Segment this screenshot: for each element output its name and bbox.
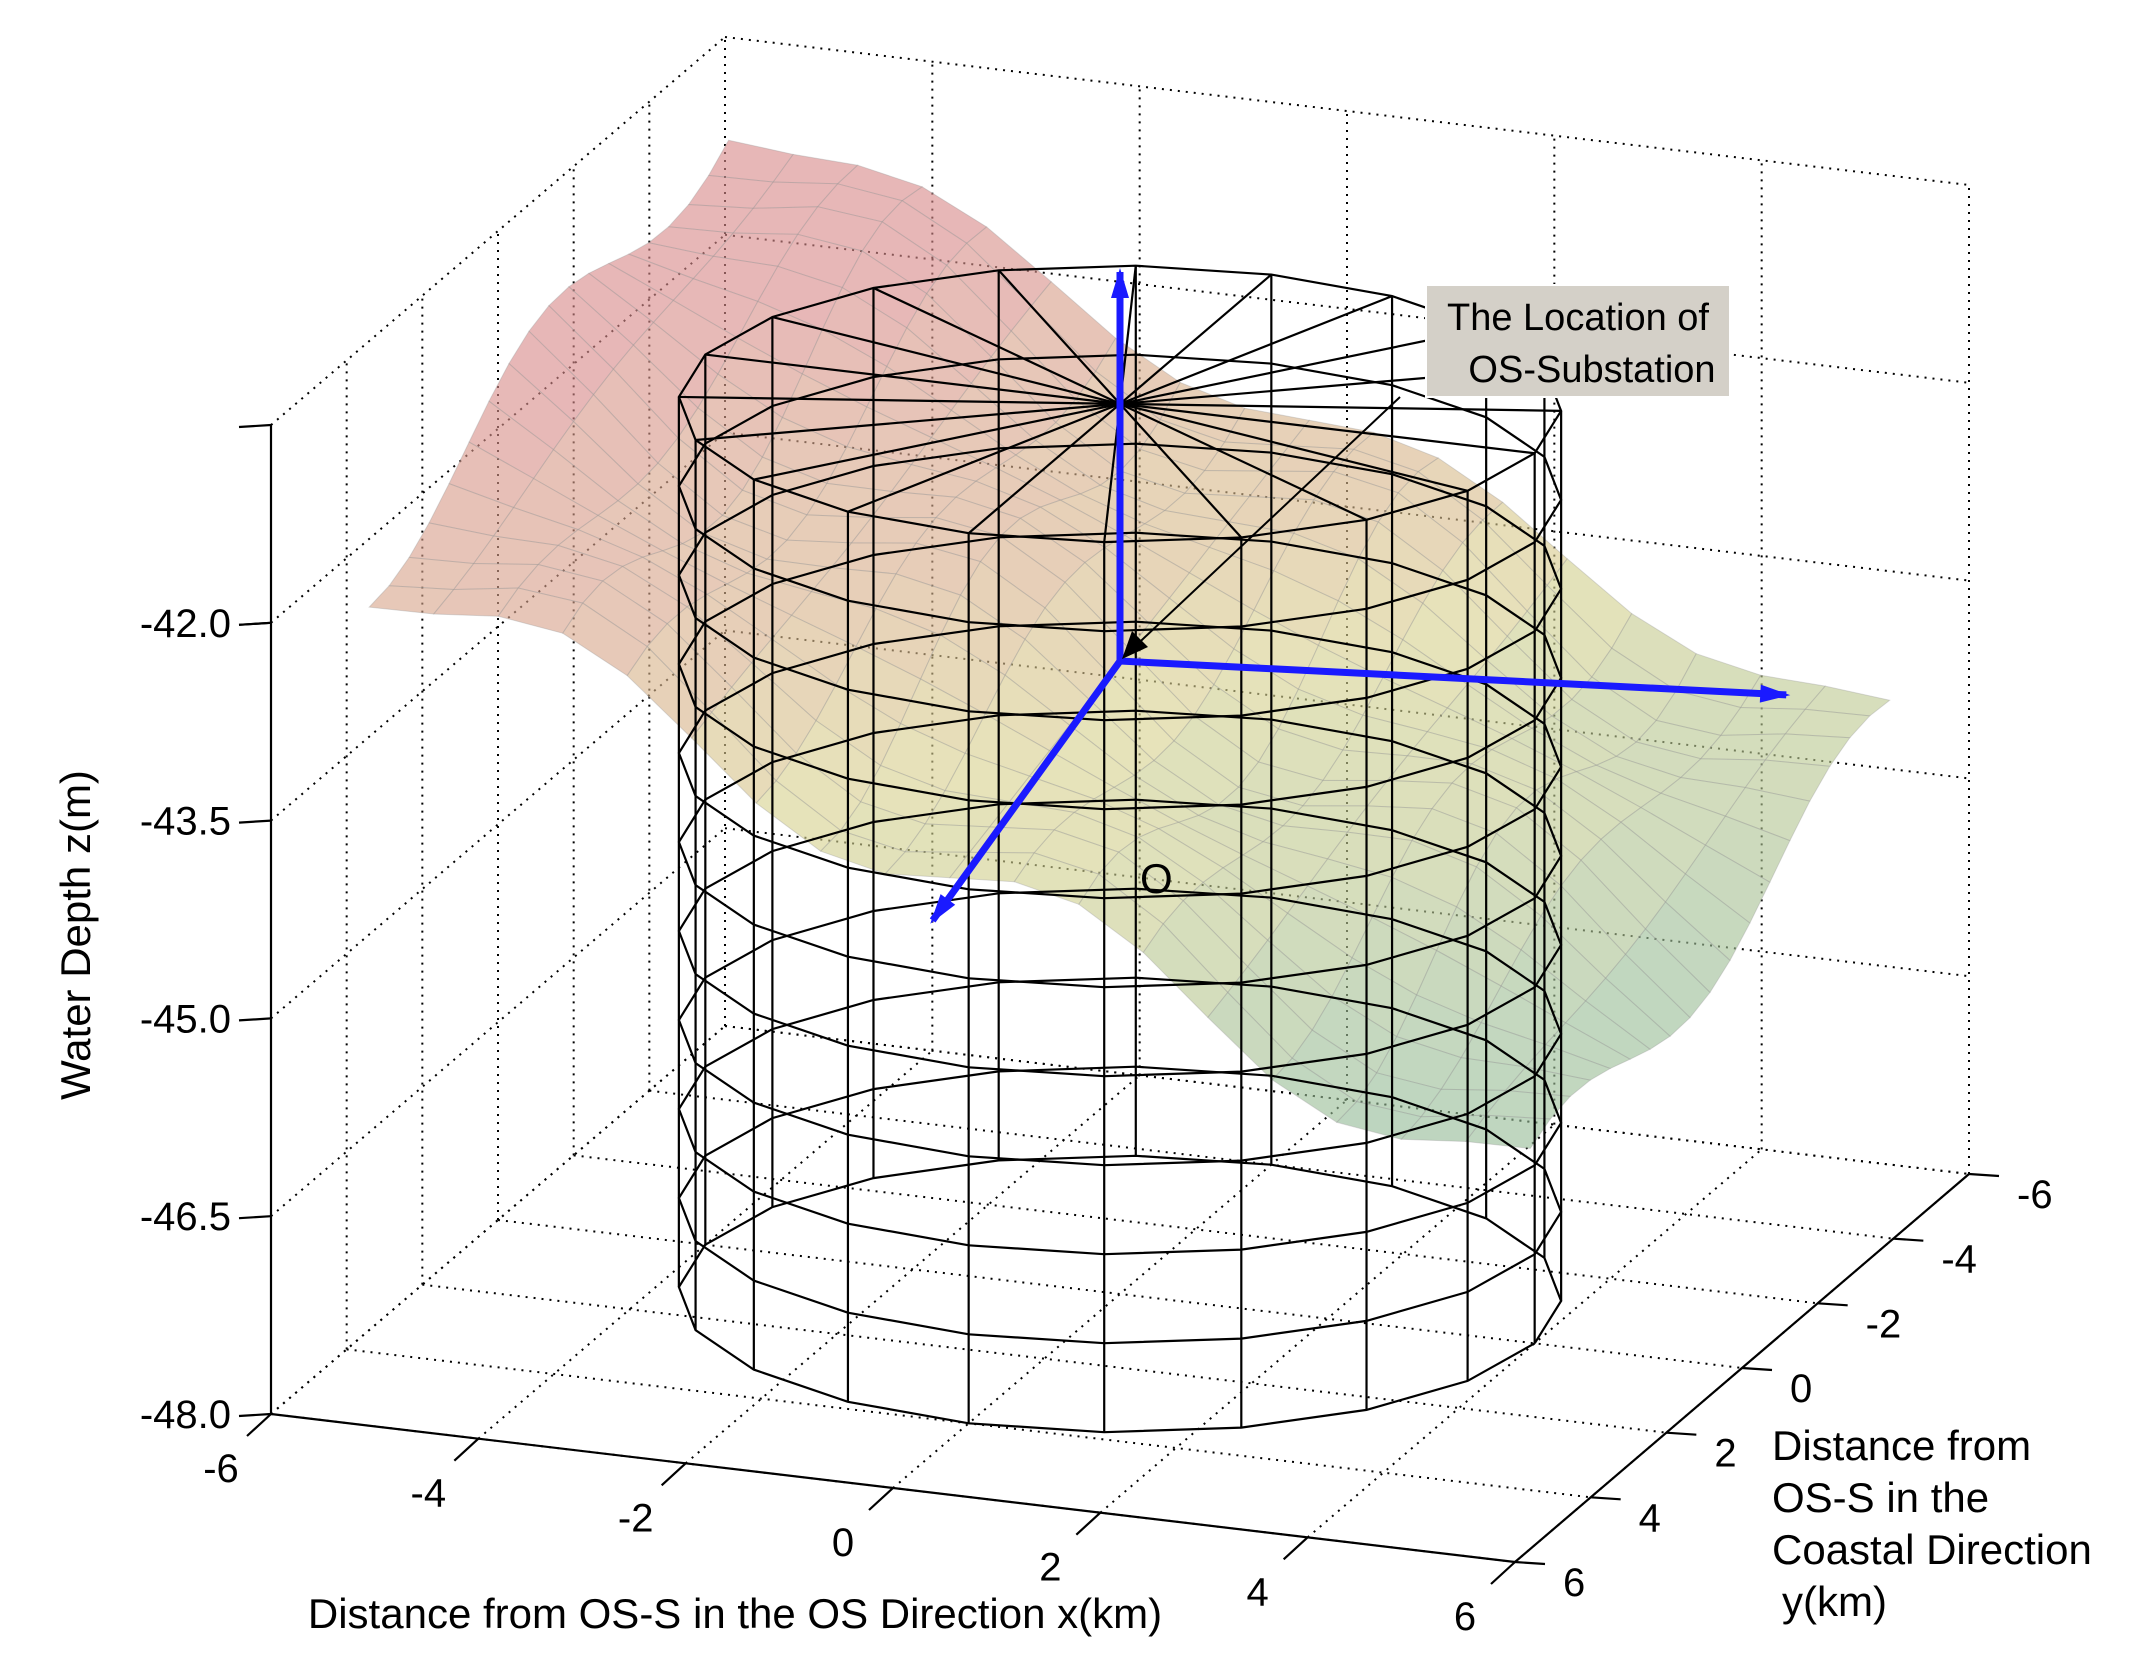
z-tick-label: -46.5 [140, 1195, 231, 1239]
cylinder-spoke [1119, 295, 1393, 405]
x-arrow [1119, 657, 1787, 699]
cylinder-wireframe [677, 264, 1563, 1434]
x-tick-label: -4 [411, 1472, 447, 1516]
z-tick-label: -43.5 [140, 800, 231, 844]
z-axis-label: Water Depth z(m) [52, 770, 99, 1100]
x-tick [246, 1413, 272, 1437]
axes: -42.0-43.5-45.0-46.5-48.0-6-4-20246-6-4-… [140, 423, 2053, 1639]
z-tick [238, 423, 272, 429]
grid-line [649, 1089, 1894, 1240]
grid-line [892, 1099, 1348, 1489]
x-tick [1282, 1536, 1309, 1561]
z-arrow-head [1111, 268, 1129, 298]
y-tick-label: 2 [1714, 1432, 1736, 1476]
cylinder-spoke [772, 315, 1121, 405]
grid-line [497, 1219, 1743, 1369]
y-tick-label: -4 [1941, 1238, 1977, 1282]
grid-line [270, 36, 726, 426]
x-tick [660, 1462, 687, 1487]
grid-line [422, 1283, 1667, 1434]
y-tick [1590, 1496, 1621, 1501]
annotation-arrowhead [1122, 631, 1148, 659]
cylinder-spoke [847, 402, 1121, 513]
grid-line [724, 36, 1970, 186]
z-tick [238, 1412, 272, 1418]
y-tick [1893, 1237, 1924, 1242]
z-tick [238, 819, 272, 824]
y-axis-label: Distance from OS-S in the Coastal Direct… [1772, 1422, 2092, 1625]
cylinder-spoke [678, 395, 1121, 405]
z-tick-label: -45.0 [140, 997, 231, 1041]
y-axis-label-line-3: Coastal Direction [1772, 1526, 2092, 1573]
cylinder-spoke [1119, 273, 1273, 405]
grid-line [270, 827, 726, 1217]
cylinder-spoke [753, 402, 1121, 481]
y-tick-label: 4 [1639, 1496, 1661, 1540]
bathymetry-surface [368, 139, 1891, 1149]
cylinder-ring [677, 1154, 1563, 1434]
cylinder-spoke [873, 286, 1121, 405]
cylinder-spoke [997, 269, 1121, 405]
x-arrow-head [1759, 684, 1791, 703]
x-tick-label: 2 [1039, 1546, 1061, 1590]
cylinder-spoke [1119, 402, 1535, 455]
cylinder-spoke [1119, 402, 1468, 492]
cylinder-spoke [1119, 402, 1562, 412]
x-tick-label: 6 [1454, 1595, 1476, 1639]
cylinder-spoke [695, 402, 1121, 442]
cylinder-spoke [705, 353, 1121, 405]
z-tick [238, 621, 272, 626]
grid-line [1307, 1148, 1763, 1539]
z-tick [238, 1017, 272, 1022]
grid-line [724, 1025, 1970, 1175]
cylinder-spoke [967, 403, 1121, 535]
grid-line [346, 1348, 1591, 1499]
z-tick [238, 1215, 272, 1220]
y-tick [1817, 1302, 1848, 1307]
x-tick [453, 1437, 480, 1462]
y-axis-label-line-2: OS-S in the [1772, 1474, 1989, 1521]
y-arrow-head [930, 894, 956, 924]
y-tick [1968, 1172, 2000, 1178]
x-tick-label: 0 [832, 1521, 854, 1565]
grid-line [1099, 1123, 1555, 1514]
y-tick-label: 6 [1563, 1561, 1585, 1605]
x-tick [1490, 1561, 1516, 1585]
annotation-pointer [1127, 396, 1401, 654]
x-axis-label: Distance from OS-S in the OS Direction x… [308, 1590, 1162, 1637]
y-tick [1514, 1560, 1546, 1566]
y-axis-label-line-4: y(km) [1782, 1578, 1887, 1625]
y-tick-label: -2 [1866, 1302, 1902, 1346]
origin-label: O [1140, 855, 1173, 902]
y-arrow [929, 658, 1123, 923]
x-tick-label: -6 [203, 1447, 239, 1491]
y-tick-label: -6 [2017, 1173, 2053, 1217]
x-tick [1075, 1511, 1102, 1536]
grid-line [573, 1154, 1818, 1305]
x-tick-label: 4 [1247, 1570, 1269, 1614]
x-tick [868, 1487, 894, 1511]
y-tick [1741, 1366, 1773, 1372]
annotation-line-1: The Location of [1447, 297, 1709, 339]
cylinder-spoke [1119, 402, 1367, 521]
y-axis-label-line-1: Distance from [1772, 1422, 2031, 1469]
annotation-box: The Location of OS-Substation [1425, 284, 1731, 398]
y-tick-label: 0 [1790, 1367, 1812, 1411]
local-axis-arrows [929, 268, 1791, 924]
z-tick-label: -42.0 [140, 602, 231, 646]
annotation-line-2: OS-Substation [1468, 349, 1715, 391]
cylinder-spoke [1119, 403, 1243, 539]
z-tick-label: -48.0 [140, 1393, 231, 1437]
y-tick [1666, 1431, 1697, 1436]
x-tick-label: -2 [618, 1496, 654, 1540]
